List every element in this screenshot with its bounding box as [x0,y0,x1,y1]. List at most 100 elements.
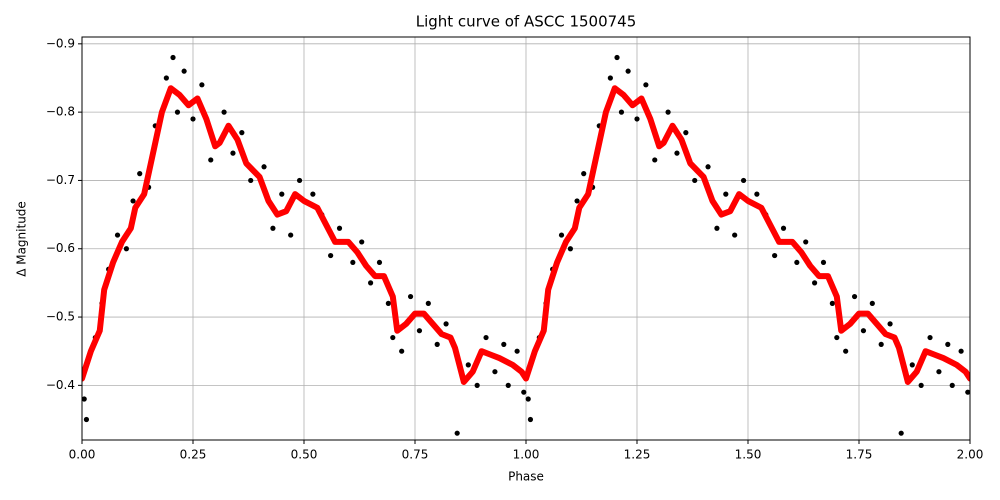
data-point [665,109,671,115]
data-point [454,430,460,436]
data-point [376,259,383,266]
data-point [336,225,343,231]
data-point [803,239,809,245]
data-point [208,157,214,163]
data-point [625,68,631,74]
data-point [310,191,316,197]
data-point [958,348,964,354]
data-point [288,232,294,238]
data-point [634,116,640,122]
data-point [514,348,520,354]
data-point [123,246,129,252]
data-point [692,177,698,184]
data-point [239,130,245,136]
data-point [114,232,121,238]
data-point [567,246,574,252]
x-tick-label: 0.25 [180,448,207,462]
data-point [385,300,391,306]
data-point [407,293,414,300]
x-tick-label: 0.75 [402,448,429,462]
data-point [270,225,276,231]
data-point [425,300,431,306]
y-tick-label: −0.4 [46,378,75,392]
data-point [248,177,254,184]
data-point [83,416,90,423]
data-point [230,150,236,156]
data-point [945,341,951,347]
data-point [574,198,580,204]
data-point [443,321,449,327]
data-point [812,280,818,286]
data-point [399,348,405,354]
data-point [949,382,955,388]
data-point [936,369,942,375]
data-point [82,396,87,402]
data-point [674,150,680,156]
data-point [705,164,711,170]
data-point [501,341,507,347]
x-tick-label: 0.00 [69,448,96,462]
data-point [820,259,827,266]
data-point [851,293,858,300]
data-point [723,191,729,197]
data-point [174,109,181,115]
data-point [643,82,649,88]
data-point [350,259,356,266]
data-point [607,75,613,81]
x-axis-label: Phase [508,470,544,484]
plot-area [82,54,970,436]
data-point [581,171,587,177]
x-tick-label: 1.00 [513,448,540,462]
data-point [368,280,374,286]
data-point [834,334,840,341]
data-point [416,328,423,334]
data-point [221,109,227,115]
data-point [618,109,625,115]
data-point [794,259,800,266]
data-point [170,54,176,61]
data-point [505,382,511,388]
data-point [328,252,334,259]
data-point [163,75,169,81]
y-tick-label: −0.9 [46,36,75,50]
data-point [898,430,904,436]
x-tick-label: 0.50 [291,448,318,462]
data-point [359,239,365,245]
data-point [652,157,658,163]
data-point [754,191,760,197]
x-tick-label: 2.00 [957,448,984,462]
data-point [860,328,867,334]
x-tick-label: 1.50 [735,448,762,462]
data-point [772,252,778,259]
data-point [843,348,849,354]
y-axis-label: Δ Magnitude [15,201,29,277]
data-point [483,334,489,341]
data-point [965,389,970,395]
data-point [261,164,267,170]
data-point [492,369,498,375]
x-tick-label: 1.75 [846,448,873,462]
data-point [869,300,875,306]
chart-title: Light curve of ASCC 1500745 [416,13,637,31]
data-point [521,389,527,395]
data-point [525,396,531,402]
data-point [829,300,835,306]
data-point [558,232,565,238]
y-tick-label: −0.7 [46,173,75,187]
data-point [732,232,738,238]
data-point [918,382,924,388]
data-point [199,82,205,88]
data-point [614,54,620,61]
data-point [740,177,747,184]
data-point [190,116,196,122]
data-point [181,68,187,74]
data-point [474,382,480,388]
data-point [296,177,303,184]
y-tick-label: −0.6 [46,241,75,255]
data-point [465,362,471,368]
fit-line [82,85,970,385]
y-tick-label: −0.8 [46,105,75,119]
data-point [878,341,884,347]
data-point [887,321,893,327]
